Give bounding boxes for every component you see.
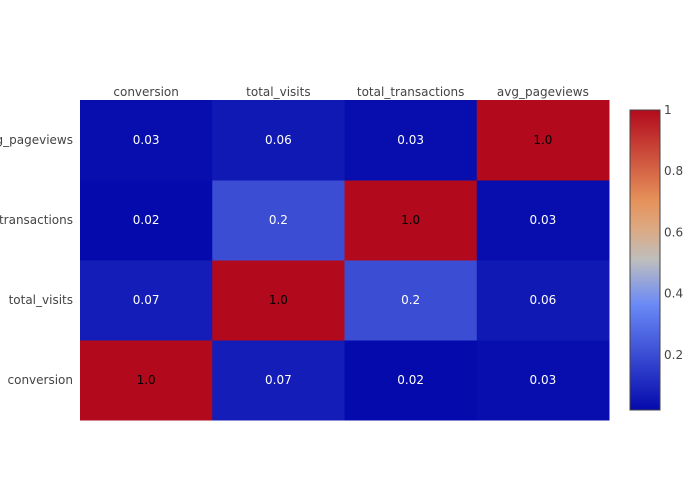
heatmap-cell-avg_pageviews-total_transactions bbox=[344, 100, 478, 181]
colorbar-tick-label: 0.4 bbox=[664, 287, 683, 301]
heatmap-cell-label: 1.0 bbox=[269, 293, 288, 307]
x-axis-tick-labels: conversion total_visits total_transactions… bbox=[113, 85, 588, 99]
y-tick-label-total_transactions: total_transactions bbox=[0, 213, 73, 227]
heatmap-cell-label: 1.0 bbox=[401, 213, 420, 227]
heatmap-cell-total_transactions-avg_pageviews bbox=[476, 180, 610, 261]
heatmap-cell-label: 1.0 bbox=[137, 373, 156, 387]
colorbar-tick-label: 1 bbox=[664, 103, 672, 117]
heatmap-cell-label: 0.03 bbox=[397, 133, 424, 147]
heatmap-cell-avg_pageviews-total_visits bbox=[212, 100, 345, 181]
heatmap-cell-conversion-conversion bbox=[80, 340, 213, 421]
heatmap-cell-total_transactions-conversion bbox=[80, 180, 213, 261]
heatmap-cell-label: 1.0 bbox=[533, 133, 552, 147]
y-axis-tick-labels: conversion total_visits total_transactions… bbox=[0, 133, 73, 387]
x-tick-label-avg_pageviews: avg_pageviews bbox=[497, 85, 589, 99]
colorbar-gradient bbox=[629, 109, 661, 411]
heatmap-cell-total_visits-total_transactions bbox=[344, 260, 478, 341]
heatmap-cell-total_transactions-total_transactions bbox=[344, 180, 478, 261]
heatmap-cell-total_visits-conversion bbox=[80, 260, 213, 341]
colorbar-tick-label: 0.8 bbox=[664, 164, 683, 178]
heatmap-cell-label: 0.02 bbox=[397, 373, 424, 387]
heatmap-cell-label: 0.03 bbox=[530, 213, 557, 227]
heatmap-cell-label: 0.07 bbox=[265, 373, 292, 387]
heatmap-cell-total_visits-avg_pageviews bbox=[476, 260, 610, 341]
heatmap-cell-label: 0.03 bbox=[530, 373, 557, 387]
heatmap-cell-label: 0.2 bbox=[269, 213, 288, 227]
heatmap-cell-labels: 1.0 0.07 0.02 0.03 0.07 1.0 0.2 0.06 0.02 0.2 1.0 0… bbox=[133, 133, 556, 387]
heatmap-cell-label: 0.06 bbox=[265, 133, 292, 147]
x-tick-label-total_transactions: total_transactions bbox=[357, 85, 464, 99]
colorbar-tick-label: 0.6 bbox=[664, 225, 683, 239]
colorbar: 0.2 0.4 0.6 0.8 1 bbox=[629, 103, 683, 411]
heatmap-cell-conversion-avg_pageviews bbox=[476, 340, 610, 421]
heatmap-cell-label: 0.03 bbox=[133, 133, 160, 147]
heatmap-cell-total_visits-total_visits bbox=[212, 260, 345, 341]
heatmap-cell-label: 0.02 bbox=[133, 213, 160, 227]
heatmap-cell-label: 0.06 bbox=[530, 293, 557, 307]
heatmap-cell-conversion-total_transactions bbox=[344, 340, 478, 421]
heatmap-cell-avg_pageviews-conversion bbox=[80, 100, 213, 181]
heatmap-cell-total_transactions-total_visits bbox=[212, 180, 345, 261]
heatmap-cell-label: 0.07 bbox=[133, 293, 160, 307]
x-tick-label-conversion: conversion bbox=[113, 85, 179, 99]
y-tick-label-conversion: conversion bbox=[8, 373, 74, 387]
heatmap-cell-label: 0.2 bbox=[401, 293, 420, 307]
y-tick-label-total_visits: total_visits bbox=[9, 293, 73, 307]
x-tick-label-total_visits: total_visits bbox=[246, 85, 310, 99]
heatmap-cell-avg_pageviews-avg_pageviews bbox=[476, 100, 610, 181]
heatmap-cells bbox=[80, 100, 610, 421]
y-tick-label-avg_pageviews: avg_pageviews bbox=[0, 133, 73, 147]
colorbar-tick-label: 0.2 bbox=[664, 348, 683, 362]
heatmap-cell-conversion-total_visits bbox=[212, 340, 345, 421]
